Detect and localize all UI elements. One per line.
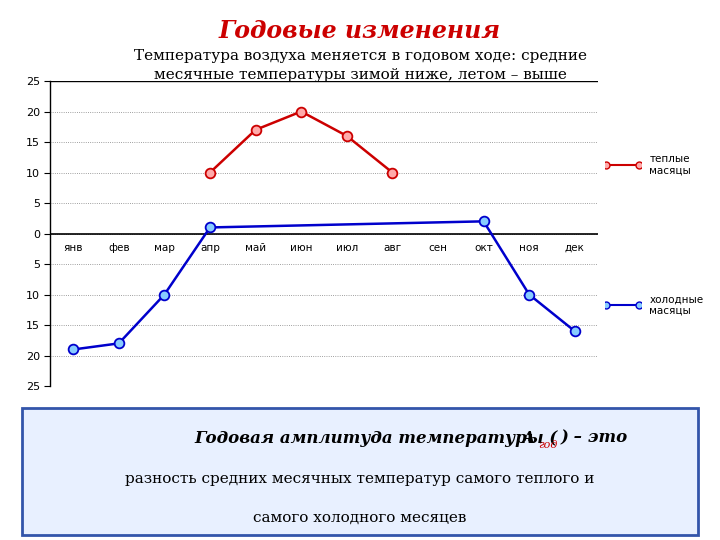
Text: июл: июл	[336, 242, 358, 253]
Text: ноя: ноя	[519, 242, 539, 253]
Text: окт: окт	[474, 242, 493, 253]
Text: месячные температуры зимой ниже, летом – выше: месячные температуры зимой ниже, летом –…	[153, 68, 567, 82]
Text: ) – это: ) – это	[560, 430, 627, 447]
Text: июн: июн	[290, 242, 312, 253]
Text: дек: дек	[565, 242, 585, 253]
Text: фев: фев	[108, 242, 130, 253]
Text: разность средних месячных температур самого теплого и: разность средних месячных температур сам…	[125, 472, 595, 486]
Text: апр: апр	[200, 242, 220, 253]
Text: Годовые изменения: Годовые изменения	[219, 19, 501, 43]
Text: теплые
масяцы: теплые масяцы	[649, 154, 691, 176]
Text: май: май	[245, 242, 266, 253]
Text: сен: сен	[428, 242, 448, 253]
Text: мар: мар	[154, 242, 175, 253]
Text: самого холодного месяцев: самого холодного месяцев	[253, 511, 467, 525]
Text: холодные
масяцы: холодные масяцы	[649, 294, 703, 316]
Text: Годовая амплитуда температуры (: Годовая амплитуда температуры (	[194, 430, 558, 447]
Text: А: А	[522, 430, 536, 447]
Text: год: год	[539, 440, 558, 450]
Text: Температура воздуха меняется в годовом ходе: средние: Температура воздуха меняется в годовом х…	[133, 49, 587, 63]
Text: авг: авг	[383, 242, 402, 253]
Text: янв: янв	[63, 242, 83, 253]
